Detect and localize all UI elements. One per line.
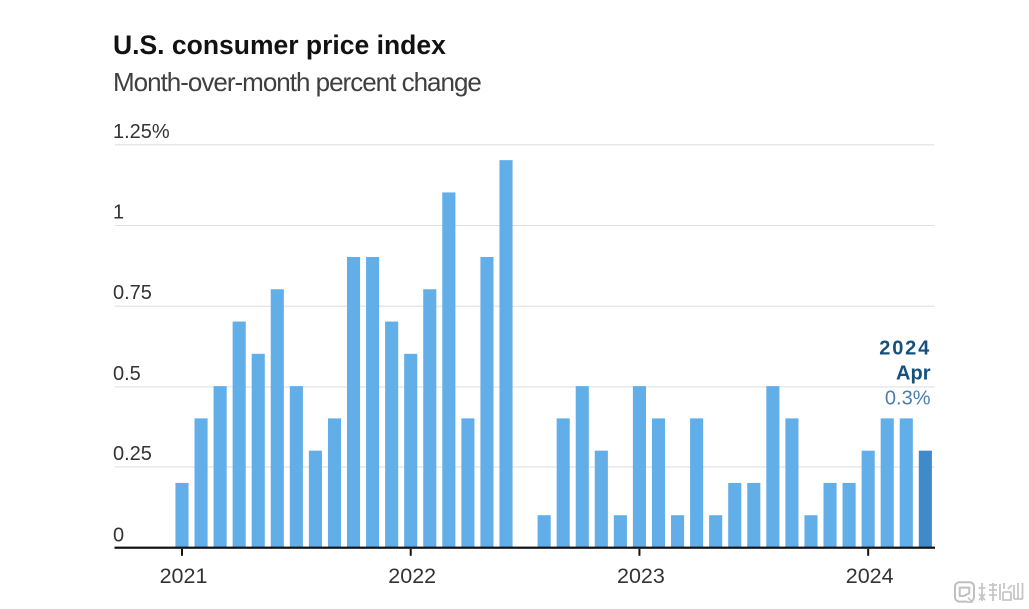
svg-text:U.S. consumer price index: U.S. consumer price index: [113, 30, 446, 60]
svg-text:Month-over-month percent chang: Month-over-month percent change: [113, 67, 481, 97]
svg-text:1: 1: [113, 202, 124, 224]
svg-text:0.5: 0.5: [113, 363, 141, 385]
svg-text:2022: 2022: [388, 564, 436, 588]
svg-text:0.3%: 0.3%: [885, 388, 931, 410]
svg-text:0: 0: [113, 525, 124, 547]
svg-text:2021: 2021: [160, 564, 208, 588]
svg-text:0.25: 0.25: [113, 443, 152, 465]
svg-text:2023: 2023: [617, 564, 665, 588]
svg-text:Apr: Apr: [896, 363, 931, 385]
svg-text:2024: 2024: [879, 338, 931, 360]
svg-text:2024: 2024: [846, 564, 894, 588]
svg-text:0.75: 0.75: [113, 282, 152, 304]
svg-text:1.25%: 1.25%: [113, 121, 170, 143]
